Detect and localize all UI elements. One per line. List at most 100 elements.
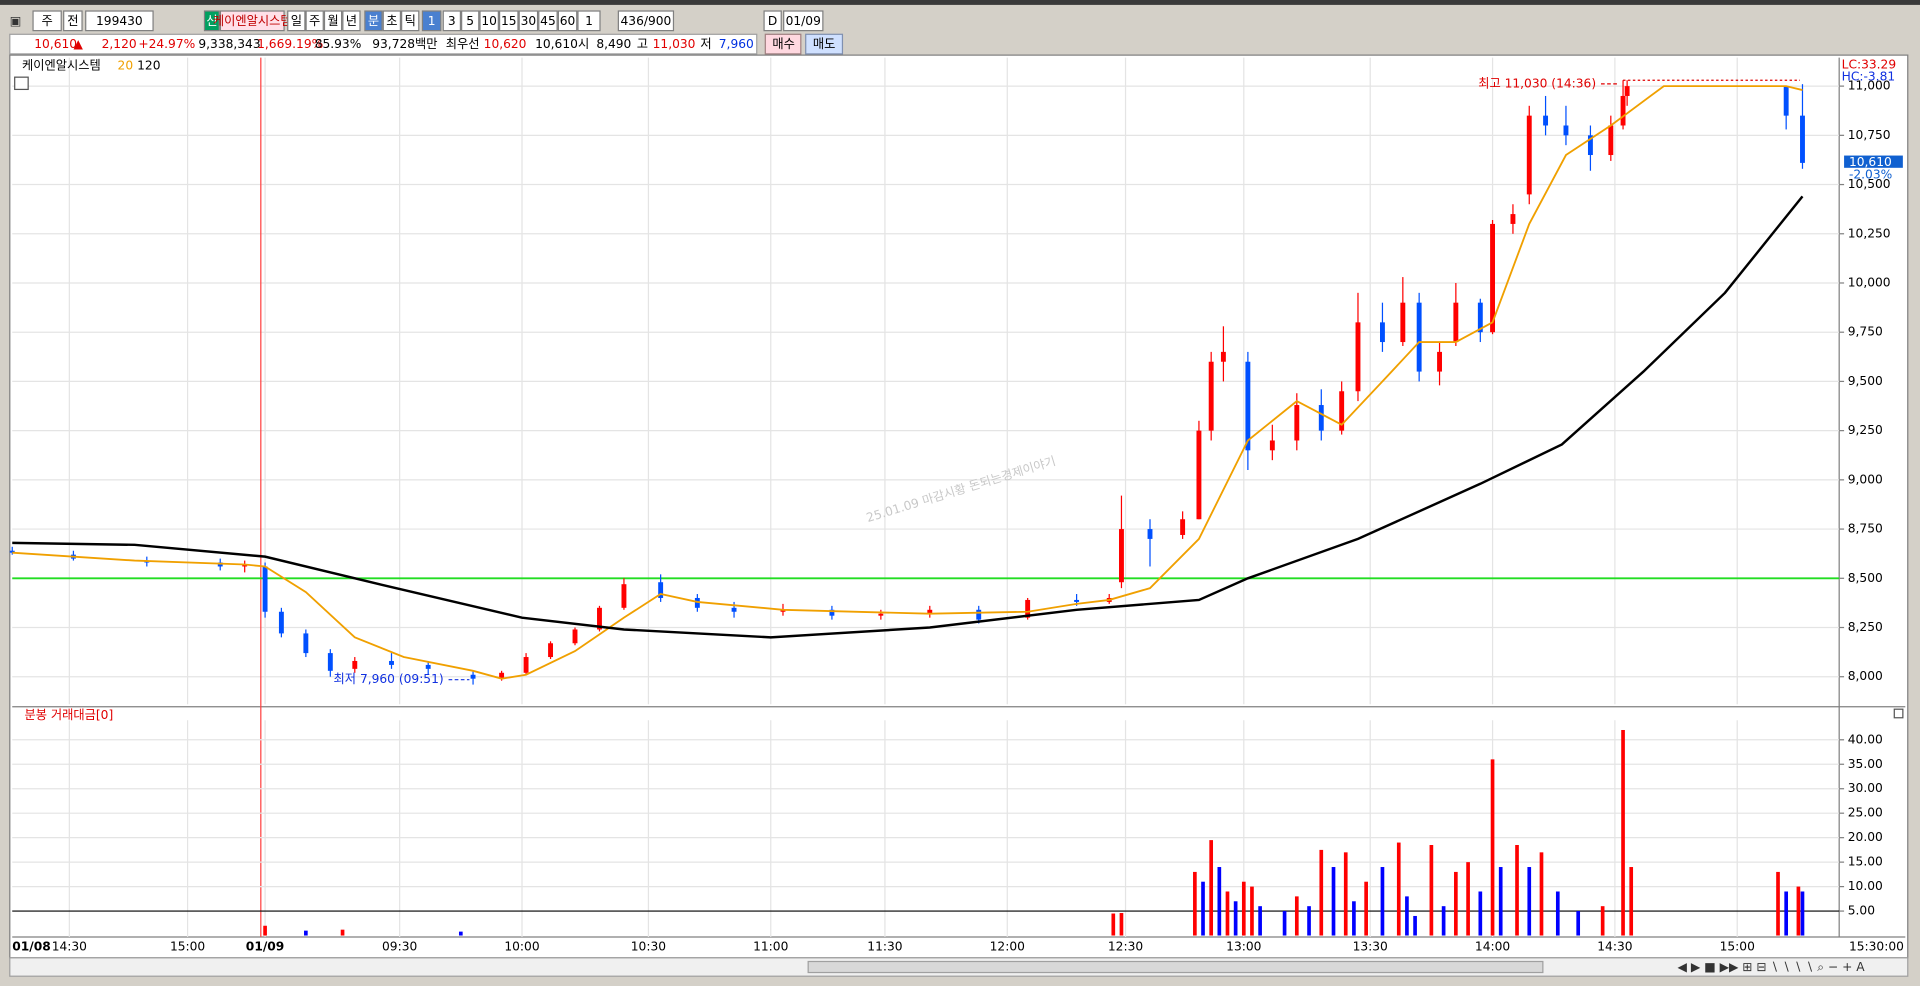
toolbar-button[interactable] [461,10,480,32]
volume-bar [1576,911,1581,936]
x-tick-label: 10:00 [504,939,539,953]
toolbar-label[interactable]: 분 [368,14,379,28]
candle-body [548,643,553,658]
toolbar-icons[interactable]: ▣ [10,14,22,28]
toolbar-button[interactable] [219,10,285,32]
candle-body [389,660,394,665]
toolbar-label[interactable]: 01/09 [786,14,821,28]
candle-body [1563,125,1569,136]
toolbar-label[interactable]: 45 [540,14,556,28]
toolbar-button[interactable] [498,10,519,32]
toolbar-button[interactable] [442,10,462,32]
volume-bar [1490,759,1495,936]
x-tick-label: 13:00 [1226,939,1261,953]
toolbar-label[interactable]: 케이엔알시스템 [213,14,292,28]
toolbar-button[interactable] [32,10,62,32]
toolbar-label[interactable]: 3 [448,14,456,28]
toolbar-button[interactable] [287,10,306,32]
toolbar-label[interactable]: 주 [309,14,320,28]
toolbar-label[interactable]: 436/900 [621,14,672,28]
toolbar-button[interactable] [518,10,539,32]
volume-bar [1478,891,1483,936]
toolbar-label[interactable]: D [768,14,777,28]
toolbar-button[interactable] [382,10,402,32]
quote-field: +24.97% [138,37,195,51]
x-tick-label: 14:00 [1475,939,1510,953]
toolbar-button[interactable] [63,10,83,32]
toolbar-button[interactable] [203,10,220,32]
candle-body [878,613,884,616]
toolbar-label[interactable]: 일 [291,14,302,28]
quote-field[interactable]: 매수 [772,37,795,51]
candle-body [303,633,309,654]
volume-bar [263,925,267,936]
last-price: 10,610 [1849,155,1892,169]
candle-body [1437,351,1442,372]
x-tick-label: 13:30 [1353,939,1388,953]
toolbar-button[interactable] [421,10,442,32]
candle-body [242,564,248,567]
toolbar-button[interactable] [85,10,154,32]
moving-average [12,85,1803,680]
x-tick-label: 12:00 [990,939,1025,953]
quote-field: 93,728백만 [372,37,437,51]
toolbar-label[interactable]: 초 [386,14,397,28]
toolbar-button[interactable] [763,10,782,32]
toolbar-label[interactable]: 년 [346,14,357,28]
buy-button[interactable] [764,33,802,55]
candle-body [1416,302,1422,372]
volume-bar [1600,906,1605,936]
toolbar-label[interactable]: 199430 [96,14,143,28]
toolbar-button[interactable] [401,10,420,32]
candle-body [1490,223,1496,333]
volume-bar [1555,891,1560,936]
candle-body [1025,599,1031,618]
scroll-thumb[interactable] [807,960,1544,974]
panel-toggle[interactable] [1893,708,1904,719]
toolbar-label[interactable]: 신 [206,14,217,28]
toolbar-button[interactable] [557,10,578,32]
candle-body [1510,214,1516,224]
toolbar-label[interactable]: 60 [560,14,576,28]
volume-bar [1796,886,1801,936]
sell-button[interactable] [805,33,844,55]
toolbar-button[interactable] [479,10,499,32]
toolbar-label[interactable]: 15 [501,14,517,28]
candle-body [1339,391,1345,431]
quote-field[interactable]: 매도 [813,37,836,51]
quote-field: 시 [578,37,589,51]
toolbar-label[interactable]: 전 [67,14,78,28]
volume-bar [1454,871,1458,936]
x-tick-label: 01/09 [246,939,285,953]
candle-body [523,657,529,673]
volume-bar [1498,867,1503,936]
quote-field: 10,620 [484,37,527,51]
toolbar-button[interactable] [538,10,558,32]
toolbar-label[interactable]: 틱 [405,14,416,28]
x-tick-label: 11:30 [867,939,902,953]
toolbar-label[interactable]: 1 [585,14,593,28]
toolbar-button[interactable] [364,10,383,32]
moving-average [12,195,1804,639]
candle-body [927,609,933,614]
toolbar-label[interactable]: 1 [428,14,436,28]
toolbar-button[interactable] [783,10,824,32]
lc-label: LC:33.29 [1842,57,1897,71]
x-end-label: 15:30:00 [1849,939,1904,953]
toolbar-label[interactable]: 월 [327,14,338,28]
candle-body [1380,322,1385,343]
toolbar-button[interactable] [342,10,361,32]
toolbar-button[interactable] [305,10,324,32]
volume-bar [1294,896,1299,936]
volume-bar [1111,913,1116,936]
scroll-controls[interactable]: ◀ ▶ ■ ▶▶ ⊞ ⊟ ∖ ∖ ∖ ∖ ⌕ − + A [1678,960,1866,974]
panel-icon[interactable] [14,76,29,91]
toolbar-button[interactable] [323,10,343,32]
toolbar-button[interactable] [577,10,601,32]
toolbar-label[interactable]: 주 [42,14,53,28]
quote-field: 85.93% [315,37,362,51]
toolbar-label[interactable]: 10 [481,14,497,28]
toolbar-button[interactable] [617,10,675,32]
toolbar-label[interactable]: 5 [466,14,474,28]
toolbar-label[interactable]: 30 [521,14,537,28]
